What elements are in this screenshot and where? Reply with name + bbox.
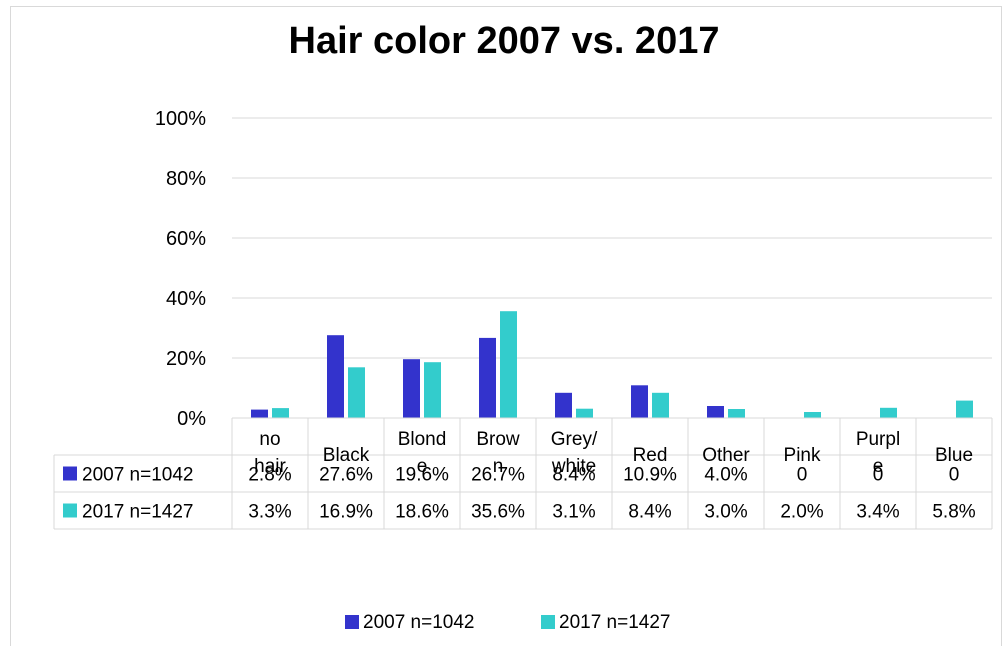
chart-title: Hair color 2007 vs. 2017 xyxy=(288,20,720,62)
data-label: 3.4% xyxy=(856,502,899,523)
category-label: Brow xyxy=(476,429,520,450)
y-tick-label: 20% xyxy=(166,348,206,370)
y-tick-label: 60% xyxy=(166,228,206,250)
bar-2 xyxy=(500,311,517,418)
table-series-name: 2007 n=1042 xyxy=(82,465,193,486)
bar-1 xyxy=(403,359,420,418)
category-label: white xyxy=(551,456,596,477)
y-tick-label: 80% xyxy=(166,168,206,190)
legend-swatch xyxy=(541,615,555,629)
data-label: 0 xyxy=(797,465,808,486)
table-series-name: 2017 n=1427 xyxy=(82,502,193,523)
category-label: e xyxy=(417,456,428,477)
data-label: 16.9% xyxy=(319,502,373,523)
data-label: 19.6% xyxy=(395,465,449,486)
category-label: Grey/ xyxy=(551,429,598,450)
bar-2 xyxy=(728,409,745,418)
category-label: hair xyxy=(254,456,286,477)
data-label: 18.6% xyxy=(395,502,449,523)
data-label: 0 xyxy=(949,465,960,486)
data-label: 0 xyxy=(873,465,884,486)
bar-2 xyxy=(804,412,821,418)
category-label: Purpl xyxy=(856,429,900,450)
bar-1 xyxy=(251,409,268,418)
bar-1 xyxy=(707,406,724,418)
bar-1 xyxy=(479,337,496,418)
chart-frame xyxy=(10,6,1002,646)
data-label: 10.9% xyxy=(623,465,677,486)
legend-swatch xyxy=(345,615,359,629)
y-tick-label: 40% xyxy=(166,288,206,310)
data-label: 8.4% xyxy=(628,502,671,523)
bar-1 xyxy=(555,392,572,418)
y-tick-label: 100% xyxy=(155,108,206,130)
data-label: 2.8% xyxy=(248,465,291,486)
category-label: Black xyxy=(323,445,370,466)
data-label: 3.1% xyxy=(552,502,595,523)
data-label: 5.8% xyxy=(932,502,975,523)
bar-2 xyxy=(880,407,897,418)
bar-2 xyxy=(424,362,441,418)
category-label: n xyxy=(493,456,504,477)
data-label: 27.6% xyxy=(319,465,373,486)
bar-1 xyxy=(327,335,344,418)
y-tick-label: 0% xyxy=(177,408,206,430)
bar-2 xyxy=(956,400,973,418)
data-label: 8.4% xyxy=(552,465,595,486)
table-legend-key xyxy=(63,503,77,518)
data-label: 3.0% xyxy=(704,502,747,523)
category-label: no xyxy=(259,429,280,450)
bar-1 xyxy=(631,385,648,418)
data-label: 2.0% xyxy=(780,502,823,523)
data-label: 26.7% xyxy=(471,465,525,486)
data-label: 4.0% xyxy=(704,465,747,486)
bar-2 xyxy=(576,408,593,418)
table-legend-key xyxy=(63,466,77,481)
category-label: Red xyxy=(633,445,668,466)
data-label: 35.6% xyxy=(471,502,525,523)
bar-2 xyxy=(348,367,365,418)
bar-2 xyxy=(652,392,669,418)
category-label: Other xyxy=(702,445,750,466)
legend-label: 2017 n=1427 xyxy=(559,612,670,633)
category-label: Blue xyxy=(935,445,973,466)
data-label: 3.3% xyxy=(248,502,291,523)
category-label: e xyxy=(873,456,884,477)
category-label: Pink xyxy=(784,445,821,466)
legend-label: 2007 n=1042 xyxy=(363,612,474,633)
bar-2 xyxy=(272,408,289,418)
category-label: Blond xyxy=(398,429,447,450)
